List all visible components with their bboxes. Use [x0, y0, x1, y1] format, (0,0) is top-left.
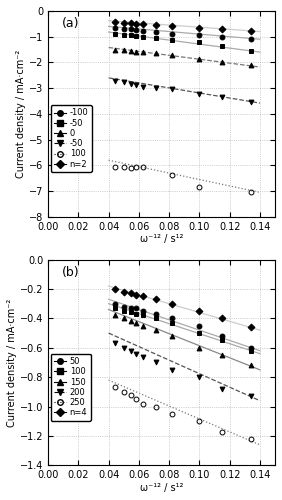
Legend: -100, -50, 0, -50, 100, n=2: -100, -50, 0, -50, 100, n=2 [50, 105, 92, 172]
Y-axis label: Current density / mA·cm⁻²: Current density / mA·cm⁻² [7, 298, 17, 426]
X-axis label: ω⁻¹² / s¹²: ω⁻¹² / s¹² [140, 483, 183, 493]
Text: (b): (b) [62, 266, 79, 278]
Text: (a): (a) [62, 17, 79, 30]
Legend: 50, 100, 150, 200, 250, n=4: 50, 100, 150, 200, 250, n=4 [50, 354, 91, 420]
Y-axis label: Current density / mA·cm⁻²: Current density / mA·cm⁻² [16, 50, 26, 178]
X-axis label: ω⁻¹² / s¹²: ω⁻¹² / s¹² [140, 234, 183, 244]
